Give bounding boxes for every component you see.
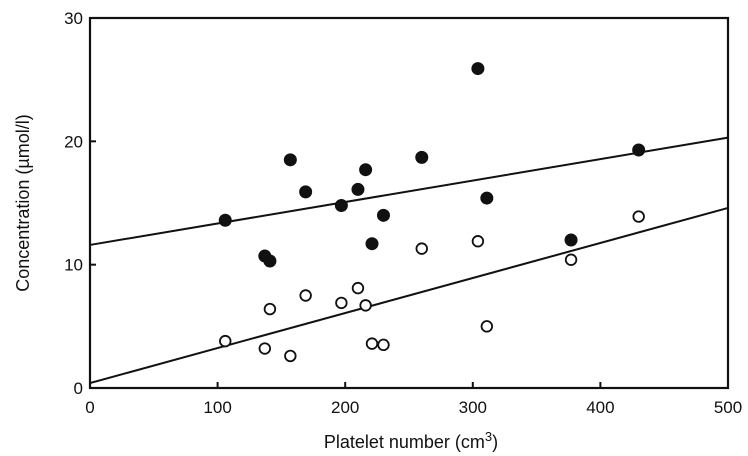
filled-data-point (299, 185, 313, 199)
data-series (89, 62, 729, 385)
plot-frame (88, 16, 730, 390)
x-tick-label: 300 (459, 398, 487, 417)
x-tick-label: 100 (203, 398, 231, 417)
open-data-point (299, 289, 312, 302)
filled-data-point (564, 233, 578, 247)
filled-data-point (415, 150, 429, 164)
filled-data-point (365, 237, 379, 251)
open-data-point (632, 210, 645, 223)
x-tick-label: 200 (331, 398, 359, 417)
filled-data-point (471, 62, 485, 76)
x-axis-title-suffix: ) (492, 432, 498, 452)
plot-area (88, 16, 730, 390)
open-data-point (480, 320, 494, 333)
open-data-point (564, 253, 578, 266)
filled-data-point (480, 191, 494, 205)
open-data-point (377, 338, 390, 352)
x-axis-title-superscript: 3 (485, 429, 492, 444)
open-data-point (263, 302, 277, 316)
open-data-point (284, 349, 297, 363)
open-data-point (219, 334, 232, 348)
x-tick-label: 400 (586, 398, 614, 417)
x-tick-label: 0 (85, 398, 94, 417)
open-data-point (415, 242, 428, 255)
open-data-point (351, 281, 365, 295)
y-tick-label: 0 (74, 379, 83, 398)
filled-data-point (263, 254, 277, 268)
axes: 0 100 200 300 400 500 0 10 20 30 (64, 9, 742, 417)
y-tick-label: 30 (64, 9, 83, 28)
filled-data-point (218, 213, 232, 227)
open-data-point (335, 296, 348, 310)
filled-data-point (376, 208, 390, 222)
axis-labels: Platelet number (cm3) Concentration (µmo… (13, 114, 498, 452)
filled-data-point (632, 143, 646, 157)
fit-line-series-1 (89, 136, 729, 246)
x-axis-title: Platelet number (cm3) (324, 429, 498, 452)
x-tick-label: 500 (714, 398, 742, 417)
open-data-point (471, 235, 485, 248)
open-data-point (258, 342, 272, 355)
filled-data-point (283, 153, 297, 167)
y-axis-title: Concentration (µmol/l) (13, 114, 33, 291)
filled-data-point (351, 182, 365, 196)
y-tick-label: 10 (64, 256, 83, 275)
filled-data-point (334, 198, 348, 212)
open-data-point (365, 337, 379, 350)
fit-line-series-2 (89, 206, 729, 385)
open-data-point (359, 299, 372, 312)
y-tick-label: 20 (64, 132, 83, 151)
filled-data-point (359, 163, 373, 177)
